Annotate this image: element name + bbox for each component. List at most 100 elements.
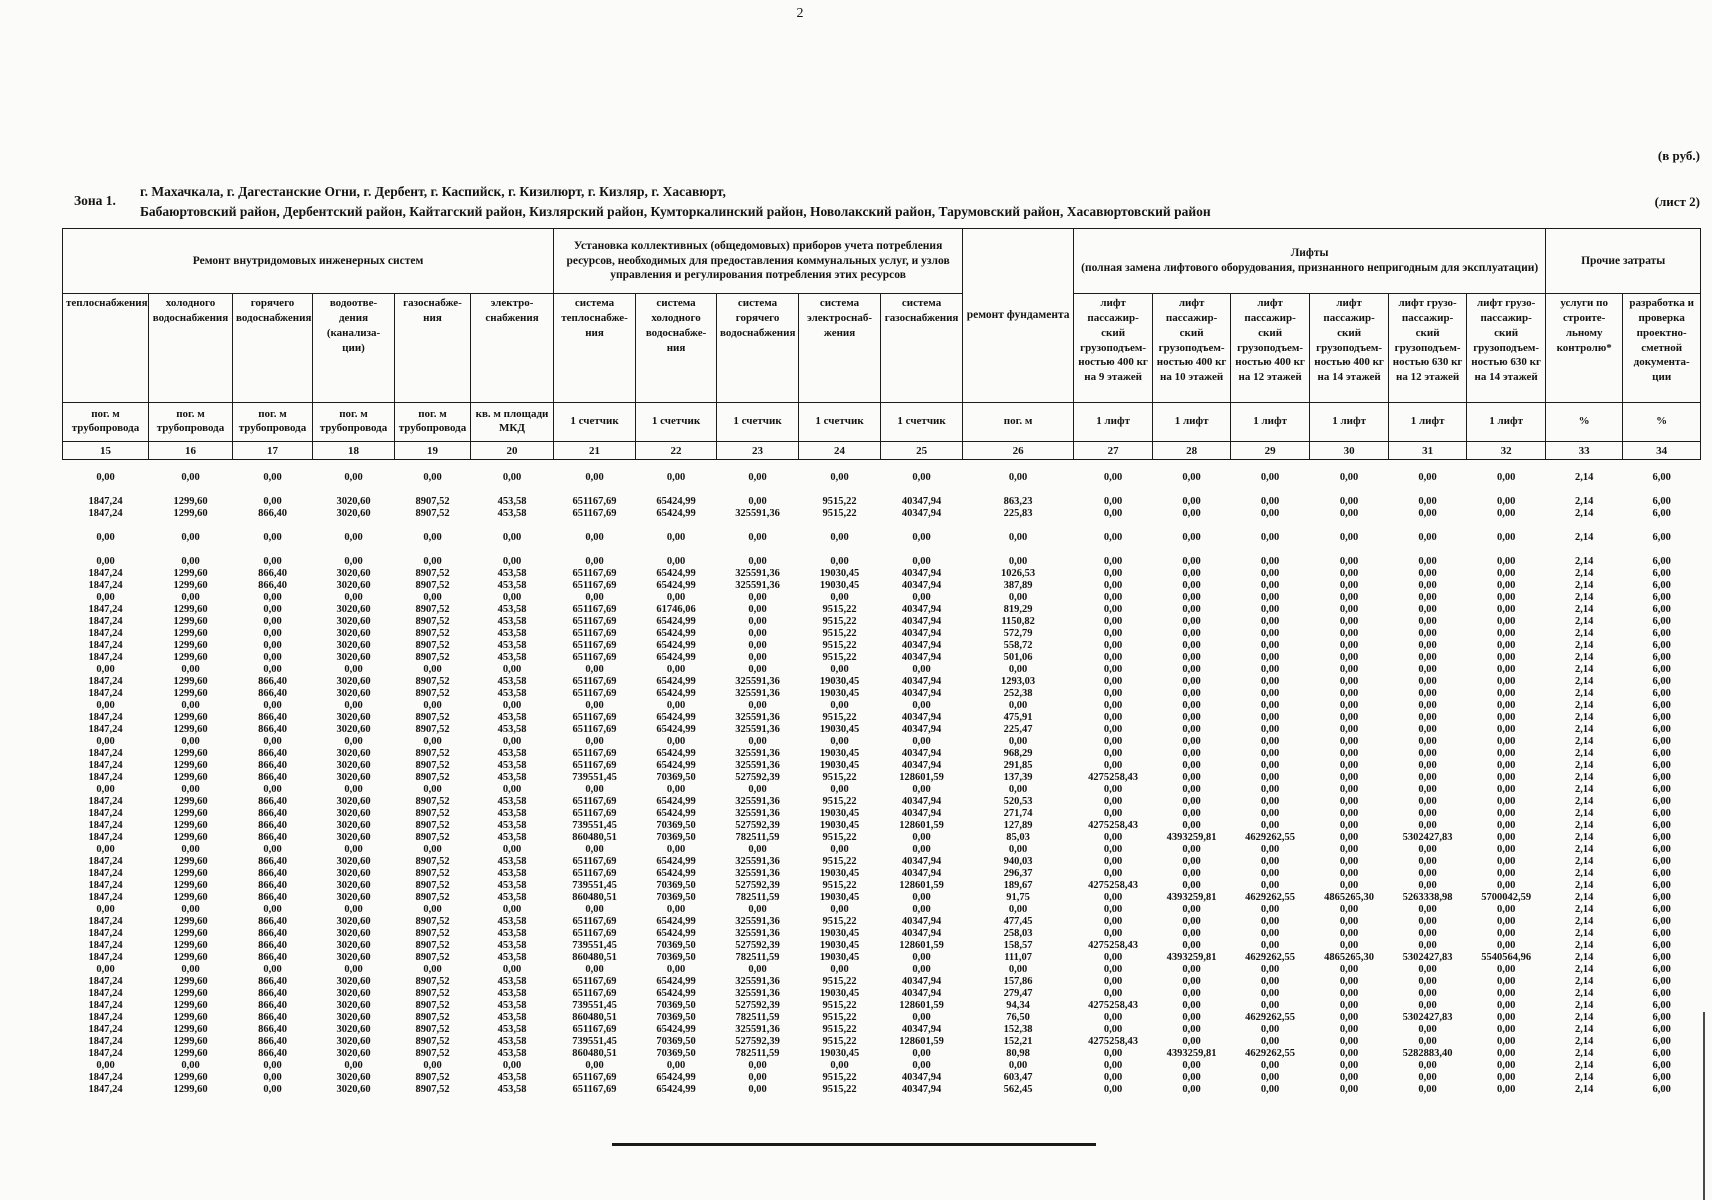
cell-r12-c15: 1847,24	[88, 616, 123, 627]
cell-r49-c30: 0,00	[1339, 1060, 1359, 1071]
cell-r27-c27: 0,00	[1103, 796, 1123, 807]
cell-r46-c20: 453,58	[497, 1024, 527, 1035]
cell-r22-c23: 0,00	[748, 736, 767, 747]
cell-r31-c20: 0,00	[502, 844, 522, 855]
col-25-header: система газоснабжения	[880, 293, 964, 403]
cell-r36-c27: 0,00	[1103, 904, 1123, 915]
cell-r17-c28: 0,00	[1182, 676, 1201, 687]
cell-r46-c16: 1299,60	[173, 1024, 208, 1035]
cell-r36-c17: 0,00	[263, 904, 282, 915]
cell-r37-c34: 6,00	[1652, 916, 1671, 927]
cell-r22-c31: 0,00	[1418, 736, 1437, 747]
cell-r13-c33: 2,14	[1574, 628, 1594, 639]
cell-r47-c16: 1299,60	[173, 1036, 208, 1047]
cell-r44-c16: 1299,60	[173, 1000, 208, 1011]
cell-r5-c28: 0,00	[1182, 532, 1201, 543]
cell-r45-c17: 866,40	[258, 1012, 287, 1023]
cell-r13-c17: 0,00	[263, 628, 282, 639]
cell-r32-c31: 0,00	[1418, 856, 1437, 867]
cell-r15-c18: 3020,60	[336, 652, 371, 663]
cell-r20-c17: 866,40	[258, 712, 287, 723]
cell-r0-c32: 0,00	[1496, 472, 1516, 483]
cell-r14-c28: 0,00	[1182, 640, 1201, 651]
cell-r12-c20: 453,58	[497, 616, 527, 627]
cell-r3-c21: 651167,69	[572, 508, 617, 519]
cell-r11-c16: 1299,60	[173, 604, 208, 615]
cell-r36-c19: 0,00	[423, 904, 442, 915]
cell-r16-c25: 0,00	[912, 664, 931, 675]
cell-r10-c20: 0,00	[502, 592, 522, 603]
cell-r35-c25: 0,00	[912, 892, 931, 903]
col-28-header: лифт пассажир- ский грузоподъем- ностью …	[1152, 293, 1232, 403]
cell-r0-c16: 0,00	[181, 472, 200, 483]
cell-r16-c16: 0,00	[181, 664, 200, 675]
cell-r16-c23: 0,00	[748, 664, 767, 675]
cell-r50-c17: 0,00	[263, 1072, 282, 1083]
cell-r14-c22: 65424,99	[656, 640, 696, 651]
cell-r24-c34: 6,00	[1652, 760, 1671, 771]
col-27-unit: 1 лифт	[1073, 402, 1154, 442]
cell-r34-c15: 1847,24	[88, 880, 123, 891]
col-18-header: водоотве- дения (канализа- ции)	[312, 293, 395, 403]
cell-r12-c19: 8907,52	[415, 616, 450, 627]
cell-r8-c17: 866,40	[258, 568, 287, 579]
cell-r37-c23: 325591,36	[735, 916, 780, 927]
cell-r22-c28: 0,00	[1182, 736, 1201, 747]
cell-r35-c28: 4393259,81	[1166, 892, 1217, 903]
table-row: 1847,24 1299,60 866,40 3020,60 8907,52 453,58…	[63, 808, 1701, 820]
table-row: 1847,24 1299,60 866,40 3020,60 8907,52 453,58…	[63, 580, 1701, 592]
cell-r25-c33: 2,14	[1574, 772, 1594, 783]
cell-r10-c15: 0,00	[96, 592, 115, 603]
cell-r47-c17: 866,40	[258, 1036, 287, 1047]
cell-r9-c21: 651167,69	[572, 580, 617, 591]
cell-r43-c24: 19030,45	[819, 988, 860, 999]
cell-r29-c23: 527592,39	[735, 820, 780, 831]
cell-r35-c15: 1847,24	[88, 892, 123, 903]
cell-r33-c24: 19030,45	[819, 868, 860, 879]
cell-r16-c26: 0,00	[1008, 664, 1028, 675]
table-row: 1847,24 1299,60 0,00 3020,60 8907,52 453,58 65…	[63, 652, 1701, 664]
cell-r7-c31: 0,00	[1418, 556, 1437, 567]
cell-r5-c17: 0,00	[263, 532, 282, 543]
cell-r35-c30: 4865265,30	[1324, 892, 1375, 903]
cell-r31-c19: 0,00	[423, 844, 442, 855]
cell-r13-c25: 40347,94	[901, 628, 942, 639]
cell-r43-c18: 3020,60	[336, 988, 371, 999]
cell-r48-c33: 2,14	[1574, 1048, 1594, 1059]
cell-r18-c22: 65424,99	[656, 688, 696, 699]
cell-r3-c31: 0,00	[1418, 508, 1437, 519]
cell-r19-c25: 0,00	[912, 700, 931, 711]
cell-r22-c29: 0,00	[1260, 736, 1280, 747]
cell-r10-c18: 0,00	[344, 592, 363, 603]
cell-r12-c32: 0,00	[1496, 616, 1516, 627]
cell-r21-c26: 225,47	[1003, 724, 1033, 735]
cell-r26-c27: 0,00	[1103, 784, 1123, 795]
cell-r46-c21: 651167,69	[572, 1024, 617, 1035]
cell-r50-c32: 0,00	[1496, 1072, 1516, 1083]
cell-r22-c34: 6,00	[1652, 736, 1671, 747]
cell-r14-c18: 3020,60	[336, 640, 371, 651]
cell-r22-c26: 0,00	[1008, 736, 1028, 747]
cell-r39-c34: 6,00	[1652, 940, 1671, 951]
table-row: 0,00 0,00 0,00 0,00 0,00 0,00 0,00 0,00 0,00 0,00…	[63, 700, 1701, 712]
cell-r19-c21: 0,00	[585, 700, 604, 711]
cell-r20-c26: 475,91	[1003, 712, 1033, 723]
cell-r18-c15: 1847,24	[88, 688, 123, 699]
cell-r24-c16: 1299,60	[173, 760, 208, 771]
cell-r29-c20: 453,58	[497, 820, 527, 831]
cell-r18-c29: 0,00	[1260, 688, 1280, 699]
cell-r26-c16: 0,00	[181, 784, 200, 795]
cell-r13-c32: 0,00	[1496, 628, 1516, 639]
table-row: 0,00 0,00 0,00 0,00 0,00 0,00 0,00 0,00 0,00 0,00…	[63, 556, 1701, 568]
cell-r43-c15: 1847,24	[88, 988, 123, 999]
cell-r17-c16: 1299,60	[173, 676, 208, 687]
cell-r11-c30: 0,00	[1339, 604, 1359, 615]
currency-note: (в руб.)	[1657, 148, 1700, 163]
col-20-unit: кв. м площади МКД	[469, 402, 555, 442]
cell-r2-c25: 40347,94	[901, 496, 942, 507]
cell-r35-c19: 8907,52	[415, 892, 450, 903]
cell-r9-c17: 866,40	[258, 580, 287, 591]
cell-r14-c21: 651167,69	[572, 640, 617, 651]
cell-r47-c27: 4275258,43	[1088, 1036, 1139, 1047]
cell-r27-c26: 520,53	[1003, 796, 1033, 807]
